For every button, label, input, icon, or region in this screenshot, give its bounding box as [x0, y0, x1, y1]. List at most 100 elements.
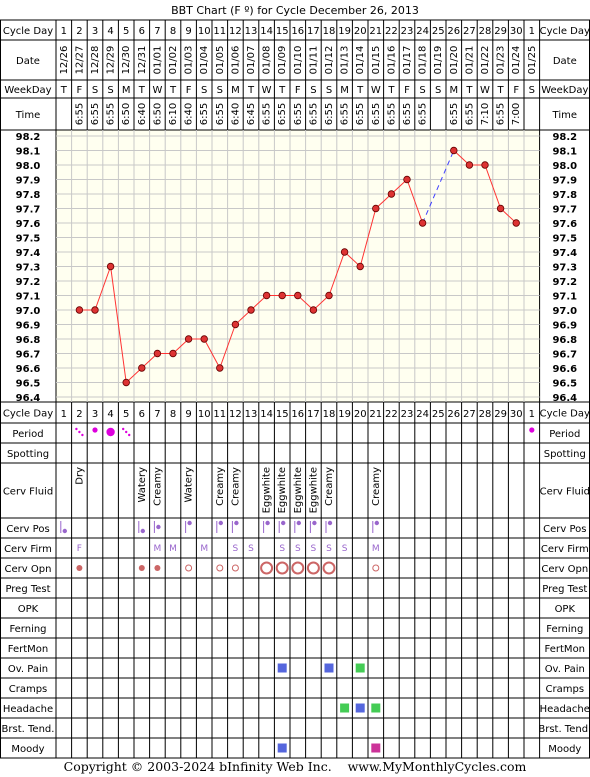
weekday-label: W: [262, 85, 272, 96]
time-label: 6:55: [277, 103, 288, 125]
y-tick-label-right: 96.9: [552, 321, 577, 332]
cycle-day-label: 14: [260, 26, 273, 37]
cycle-day-label: 17: [307, 26, 320, 37]
temperature-point: [184, 335, 193, 343]
y-tick-label-right: 96.6: [552, 364, 577, 375]
date-label: 01/22: [480, 46, 491, 75]
date-label: 01/04: [199, 46, 210, 75]
cerv-fluid-label: Dry: [74, 467, 85, 485]
time-label: 6:55: [106, 103, 117, 125]
cycle-day-label: 25: [432, 26, 445, 37]
cervix-firmness-label: S: [233, 544, 239, 554]
weekday-label: T: [465, 85, 473, 96]
date-label: 01/20: [449, 46, 460, 75]
temperature-point: [278, 291, 286, 300]
row-label-right-moody: Moody: [548, 744, 581, 755]
weekday-label: T: [278, 85, 286, 96]
footer-site-link[interactable]: www.MyMonthlyCycles.com: [347, 759, 527, 774]
date-label: 01/09: [277, 46, 288, 75]
cycle-day-label: 30: [510, 26, 523, 37]
footer-copyright: Copyright © 2003-2024 bInfinity Web Inc.: [63, 759, 332, 774]
cycle-day-label: 26: [447, 26, 460, 37]
cerv-fluid-label: Eggwhite: [277, 467, 288, 513]
weekday-label: M: [231, 85, 240, 96]
weekday-label: F: [186, 85, 192, 96]
temperature-point: [75, 306, 84, 314]
weekday-label: M: [449, 85, 458, 96]
date-label: 01/16: [386, 46, 397, 75]
cycle-day-label: 8: [170, 26, 176, 37]
y-tick-label-right: 97.3: [552, 263, 577, 274]
row-label-left-brst_tend: Brst. Tend.: [2, 724, 55, 735]
ovulation-pain-mark: [324, 663, 334, 673]
y-tick-label-right: 96.8: [552, 335, 577, 346]
row-label-left-cerv_pos: Cerv Pos: [6, 524, 49, 535]
cycle-day-label: 8: [170, 409, 176, 420]
row-label-right-fertmon: FertMon: [545, 644, 585, 655]
date-label: 01/07: [246, 46, 257, 75]
row-label-right-preg_test: Preg Test: [542, 584, 587, 595]
moody-mark: [277, 743, 287, 753]
cerv-fluid-label: Watery: [184, 467, 195, 503]
y-tick-label-right: 97.1: [552, 292, 577, 303]
period-spotting-dot: [128, 433, 131, 437]
cycle-day-label: 2: [76, 409, 82, 420]
cycle-day-label: 27: [463, 26, 476, 37]
time-label: 6:55: [402, 103, 413, 125]
row-label-left-fertmon: FertMon: [8, 644, 48, 655]
weekday-label: S: [326, 85, 332, 96]
time-label: 6:55: [215, 103, 226, 125]
cycle-day-label: 7: [154, 409, 160, 420]
cervix-position-dot: [281, 520, 286, 526]
y-tick-label-right: 98.2: [552, 132, 577, 143]
y-tick-label-left: 98.2: [16, 132, 41, 143]
row-label-left-cramps: Cramps: [9, 684, 48, 695]
weekday-label: M: [122, 85, 131, 96]
y-tick-label-left: 97.3: [16, 263, 41, 274]
date-label: 01/15: [371, 46, 382, 75]
cervix-position-dot: [327, 520, 333, 526]
weekday-label: T: [169, 85, 177, 96]
row-label-left-headache: Headache: [3, 704, 53, 715]
cerv-fluid-label: Creamy: [371, 467, 382, 506]
y-tick-label-left: 96.6: [16, 364, 41, 375]
row-label-right-cerv_fluid: Cerv Fluid: [540, 487, 590, 498]
weekday-label: S: [310, 85, 316, 96]
row-label-right-cerv_pos: Cerv Pos: [543, 524, 586, 535]
cervix-position-dot: [62, 528, 67, 534]
weekday-label: T: [387, 85, 395, 96]
time-label: 6:55: [371, 103, 382, 125]
cycle-day-label: 20: [354, 26, 367, 37]
weekday-label: F: [404, 85, 410, 96]
cervix-firmness-label: S: [342, 544, 348, 554]
cycle-day-label: 10: [198, 409, 211, 420]
y-tick-label-left: 96.9: [16, 321, 41, 332]
temperature-point: [169, 349, 177, 358]
row-label-right-cerv_firm: Cerv Firm: [541, 544, 589, 555]
weekday-label: F: [295, 85, 301, 96]
cervix-opening-mark: [231, 564, 239, 572]
weekday-label: W: [371, 85, 381, 96]
row-label-right-brst_tend: Brst. Tend.: [538, 724, 590, 735]
y-tick-label-left: 97.8: [16, 190, 41, 201]
temperature-point: [418, 219, 427, 227]
time-label: 6:45: [246, 103, 257, 125]
cervix-opening-mark: [154, 565, 161, 571]
cycle-day-label: 1: [61, 26, 67, 37]
temperature-point: [465, 161, 474, 169]
period-dot: [92, 427, 98, 433]
headache-mark: [355, 703, 365, 713]
y-tick-label-left: 97.0: [16, 306, 41, 317]
cervix-firmness-label: M: [154, 544, 162, 554]
cervix-opening-mark: [76, 565, 83, 571]
time-label: 6:55: [199, 103, 210, 125]
y-tick-label-left: 97.4: [16, 248, 41, 259]
y-tick-label-right: 97.0: [552, 306, 577, 317]
y-tick-label-left: 97.9: [16, 176, 41, 187]
temperature-point: [309, 306, 318, 314]
date-label: 01/02: [168, 46, 179, 75]
weekday-label: M: [340, 85, 349, 96]
period-spotting-dot: [78, 430, 81, 434]
row-label-left-preg_test: Preg Test: [5, 584, 50, 595]
cycle-day-label: 23: [401, 409, 414, 420]
